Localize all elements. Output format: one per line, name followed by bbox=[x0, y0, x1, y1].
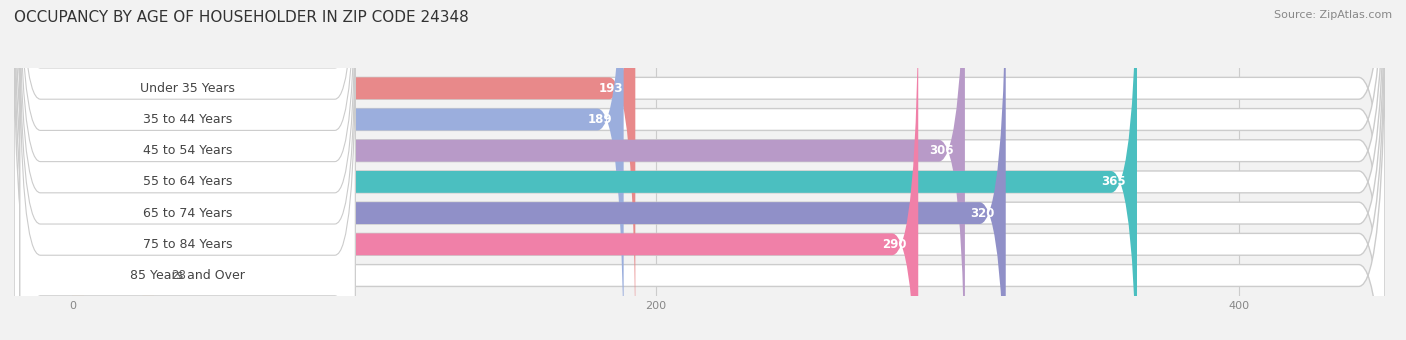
Text: 306: 306 bbox=[929, 144, 953, 157]
FancyBboxPatch shape bbox=[14, 0, 1385, 340]
Text: 75 to 84 Years: 75 to 84 Years bbox=[143, 238, 232, 251]
FancyBboxPatch shape bbox=[14, 0, 1385, 340]
FancyBboxPatch shape bbox=[14, 0, 1385, 340]
FancyBboxPatch shape bbox=[14, 0, 1385, 340]
FancyBboxPatch shape bbox=[72, 0, 1005, 340]
Text: 193: 193 bbox=[599, 82, 624, 95]
FancyBboxPatch shape bbox=[72, 0, 624, 340]
Text: 28: 28 bbox=[172, 269, 187, 282]
Text: 189: 189 bbox=[588, 113, 612, 126]
Text: 320: 320 bbox=[970, 207, 994, 220]
Text: 35 to 44 Years: 35 to 44 Years bbox=[143, 113, 232, 126]
FancyBboxPatch shape bbox=[14, 5, 1385, 340]
FancyBboxPatch shape bbox=[20, 0, 356, 340]
FancyBboxPatch shape bbox=[20, 0, 356, 340]
FancyBboxPatch shape bbox=[72, 0, 918, 340]
Text: 365: 365 bbox=[1101, 175, 1125, 188]
Text: 45 to 54 Years: 45 to 54 Years bbox=[143, 144, 232, 157]
FancyBboxPatch shape bbox=[20, 37, 356, 340]
FancyBboxPatch shape bbox=[72, 0, 1137, 340]
Text: 290: 290 bbox=[882, 238, 907, 251]
FancyBboxPatch shape bbox=[20, 0, 356, 340]
FancyBboxPatch shape bbox=[72, 0, 965, 340]
Text: 85 Years and Over: 85 Years and Over bbox=[131, 269, 245, 282]
FancyBboxPatch shape bbox=[72, 0, 636, 340]
Text: 65 to 74 Years: 65 to 74 Years bbox=[143, 207, 232, 220]
FancyBboxPatch shape bbox=[14, 0, 1385, 340]
Text: 55 to 64 Years: 55 to 64 Years bbox=[143, 175, 232, 188]
Text: OCCUPANCY BY AGE OF HOUSEHOLDER IN ZIP CODE 24348: OCCUPANCY BY AGE OF HOUSEHOLDER IN ZIP C… bbox=[14, 10, 468, 25]
Text: Source: ZipAtlas.com: Source: ZipAtlas.com bbox=[1274, 10, 1392, 20]
FancyBboxPatch shape bbox=[72, 5, 155, 340]
FancyBboxPatch shape bbox=[20, 0, 356, 327]
FancyBboxPatch shape bbox=[14, 0, 1385, 340]
Text: Under 35 Years: Under 35 Years bbox=[141, 82, 235, 95]
FancyBboxPatch shape bbox=[20, 5, 356, 340]
FancyBboxPatch shape bbox=[20, 0, 356, 340]
